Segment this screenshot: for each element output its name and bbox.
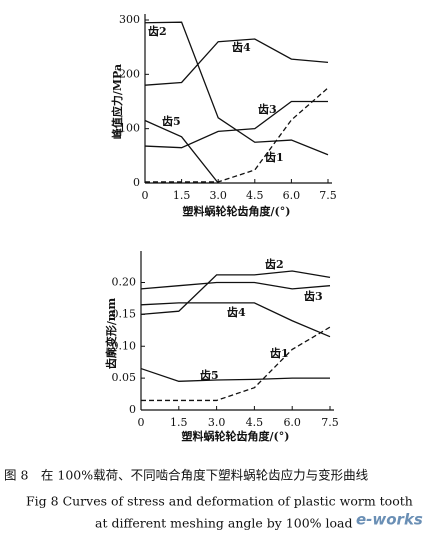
y-tick-label: 0.05 <box>112 371 137 384</box>
x-tick-label: 3.0 <box>209 189 227 202</box>
x-tick-label: 6.0 <box>283 416 301 429</box>
caption-en: Fig 8 Curves of stress and deformation o… <box>26 494 413 509</box>
series-line <box>144 38 329 86</box>
series-line <box>144 100 328 149</box>
watermark: e-works <box>356 511 423 529</box>
series-line <box>140 281 331 290</box>
y-tick-label: 300 <box>119 13 140 26</box>
x-tick-label: 1.5 <box>173 189 191 202</box>
x-tick-label: 0 <box>142 189 149 202</box>
y-axis-title: 峰值应力/MPa <box>110 64 124 139</box>
series-label: 齿5 <box>162 114 181 128</box>
series-line <box>140 302 331 338</box>
y-tick-label: 200 <box>119 67 140 80</box>
y-tick-label: 0 <box>129 403 136 416</box>
series-label: 齿5 <box>200 368 219 382</box>
series-line <box>145 87 329 183</box>
y-tick-label: 0.20 <box>112 276 137 289</box>
x-tick-label: 0 <box>138 416 145 429</box>
x-tick-label: 4.5 <box>246 416 264 429</box>
x-axis-title: 塑料蜗轮轮齿角度/(°) <box>183 204 291 218</box>
x-tick-label: 6.0 <box>283 189 301 202</box>
x-tick-label: 4.5 <box>246 189 264 202</box>
series-label: 齿2 <box>148 24 167 38</box>
series-label: 齿3 <box>258 102 277 116</box>
y-tick-label: 0.15 <box>112 307 137 320</box>
y-tick-label: 0.10 <box>112 339 137 352</box>
x-tick-label: 7.5 <box>319 189 337 202</box>
series-label: 齿3 <box>304 289 323 303</box>
series-label: 齿1 <box>270 346 289 360</box>
series-line <box>141 326 331 402</box>
series-label: 齿4 <box>227 305 246 319</box>
series-line <box>144 119 219 184</box>
series-label: 齿1 <box>265 150 284 164</box>
series-line <box>140 270 331 316</box>
x-tick-label: 1.5 <box>170 416 188 429</box>
caption-en: at different meshing angle by 100% load <box>95 516 352 531</box>
y-axis-title: 齿廓变形/mm <box>104 297 118 369</box>
x-tick-label: 7.5 <box>321 416 339 429</box>
series-label: 齿2 <box>265 257 284 271</box>
x-tick-label: 3.0 <box>208 416 226 429</box>
series-label: 齿4 <box>232 40 251 54</box>
series-line <box>140 367 330 382</box>
y-tick-label: 0 <box>133 176 140 189</box>
y-tick-label: 100 <box>119 122 140 135</box>
caption-zh: 图 8 在 100%载荷、不同啮合角度下塑料蜗轮齿应力与变形曲线 <box>4 468 369 483</box>
x-axis-title: 塑料蜗轮轮齿角度/(°) <box>182 429 290 443</box>
